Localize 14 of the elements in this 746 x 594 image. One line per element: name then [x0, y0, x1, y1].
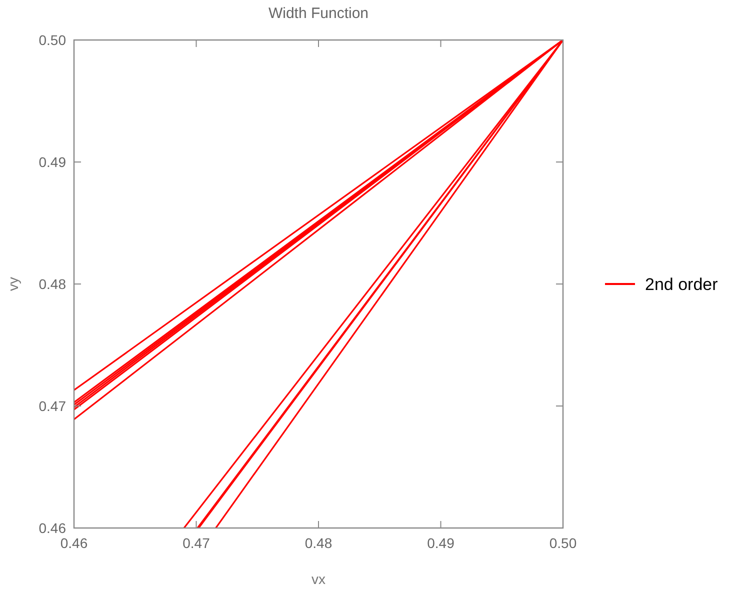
y-tick-label: 0.47	[38, 398, 66, 414]
legend-label: 2nd order	[645, 275, 718, 294]
x-tick-label: 0.49	[427, 535, 455, 551]
y-tick-label: 0.46	[38, 520, 66, 536]
x-tick-label: 0.47	[182, 535, 210, 551]
x-tick-label: 0.48	[304, 535, 332, 551]
y-tick-label: 0.50	[38, 32, 66, 48]
y-tick-label: 0.48	[38, 276, 66, 292]
chart-title: Width Function	[268, 5, 369, 22]
y-tick-label: 0.49	[38, 154, 66, 170]
x-tick-label: 0.46	[60, 535, 88, 551]
y-axis-title: vy	[5, 277, 21, 291]
x-axis-title: vx	[312, 571, 326, 587]
x-tick-label: 0.50	[549, 535, 577, 551]
